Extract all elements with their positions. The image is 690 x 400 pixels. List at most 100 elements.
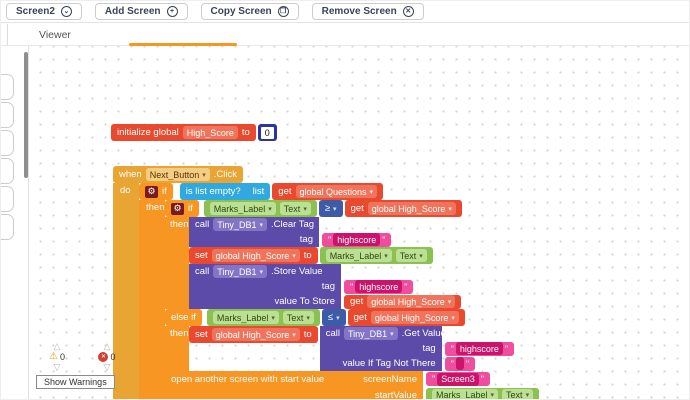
operator-dropdown[interactable]: ≤ <box>328 312 340 323</box>
marks-label-text-getter[interactable]: Marks_Label Text <box>206 309 320 326</box>
variable-dropdown[interactable]: global Questions <box>295 185 378 198</box>
get-global-high-score-block[interactable]: get global High_Score <box>344 200 462 217</box>
show-warnings-button[interactable]: Show Warnings <box>36 375 115 389</box>
component-dropdown[interactable]: Tiny_DB1 <box>213 218 267 231</box>
string-value-field[interactable] <box>455 357 464 370</box>
string-block-highscore[interactable]: highscore <box>444 341 515 356</box>
when-event-header[interactable]: when Next_Button .Click <box>113 166 243 183</box>
get-global-questions-block[interactable]: get global Questions <box>272 183 384 200</box>
palette-item[interactable] <box>1 186 14 212</box>
tab-viewer[interactable]: Viewer <box>39 29 71 41</box>
empty-string-block[interactable] <box>444 356 476 371</box>
else-if-label: else if <box>171 312 196 323</box>
string-block-highscore[interactable]: highscore <box>322 232 392 247</box>
component-dropdown[interactable]: Marks_Label <box>212 311 279 324</box>
palette-item[interactable] <box>1 102 14 128</box>
marks-label-text-getter[interactable]: Marks_Label Text <box>203 200 317 217</box>
set-high-score-block[interactable]: set global High_Score to Marks_Label Tex… <box>189 247 433 264</box>
copy-screen-button[interactable]: Copy Screen ❐ <box>200 3 299 20</box>
component-dropdown[interactable]: Marks_Label <box>325 249 392 262</box>
property-dropdown[interactable]: Text <box>395 249 427 262</box>
component-dropdown[interactable]: Tiny_DB1 <box>343 327 398 340</box>
initialize-global-zone[interactable]: initialize global High_Score to <box>111 124 256 141</box>
errors-down-arrow[interactable] <box>104 363 111 372</box>
screen-selector-button[interactable]: Screen2 ⌄ <box>6 3 82 20</box>
variable-dropdown[interactable]: global High_Score <box>211 249 300 262</box>
property-dropdown[interactable]: Text <box>502 388 534 399</box>
call-get-value-block[interactable]: call Tiny_DB1 .Get Value t <box>319 326 515 371</box>
add-screen-button[interactable]: Add Screen + <box>94 3 188 20</box>
when-click-event-block[interactable]: when Next_Button .Click do ⚙ if <box>113 166 540 399</box>
string-value-field[interactable]: highscore <box>333 233 381 246</box>
number-block[interactable]: 0 <box>257 124 277 141</box>
variable-dropdown[interactable]: global High_Score <box>367 295 456 308</box>
string-block-screen3[interactable]: Screen3 <box>426 372 490 386</box>
component-dropdown[interactable]: Marks_Label <box>432 388 499 399</box>
variable-dropdown[interactable]: global High_Score <box>367 202 456 215</box>
variable-name-field[interactable]: High_Score <box>182 126 238 139</box>
string-value-field[interactable]: highscore <box>355 280 403 293</box>
to-label: to <box>303 250 312 261</box>
warnings-down-arrow[interactable] <box>54 363 61 372</box>
number-value-field[interactable]: 0 <box>260 126 274 139</box>
inner-then-column: then <box>165 217 189 309</box>
call-get-value-header[interactable]: call Tiny_DB1 .Get Value <box>319 326 446 341</box>
palette-item[interactable] <box>1 130 14 156</box>
value-to-store-label: value To Store <box>274 296 335 307</box>
call-store-value-header[interactable]: call Tiny_DB1 .Store Value <box>189 264 341 279</box>
is-list-empty-block[interactable]: is list empty? list <box>179 183 271 200</box>
mutator-gear-icon[interactable]: ⚙ <box>145 185 158 198</box>
call-clear-tag-block[interactable]: call Tiny_DB1 .Clear Tag t <box>189 217 392 247</box>
tag-arg-row: tag <box>189 232 319 247</box>
set-high-score-block[interactable]: set global High_Score to <box>189 326 318 343</box>
property-dropdown[interactable]: Text <box>282 311 314 324</box>
operator-dropdown[interactable]: ≥ <box>325 203 337 214</box>
blocks-canvas[interactable]: initialize global High_Score to 0 when N… <box>29 46 689 399</box>
string-block-highscore[interactable]: highscore <box>344 279 414 294</box>
tag-arg-row: tag <box>189 279 341 294</box>
get-global-high-score-block[interactable]: get global High_Score <box>347 309 465 326</box>
component-dropdown[interactable]: Tiny_DB1 <box>213 265 267 278</box>
palette-item[interactable] <box>1 74 14 100</box>
variable-dropdown[interactable]: global High_Score <box>211 328 300 341</box>
comparison-block-le[interactable]: ≤ <box>321 309 346 326</box>
remove-screen-button[interactable]: Remove Screen ✕ <box>311 3 424 20</box>
method-label: .Store Value <box>270 266 323 277</box>
outer-if-header[interactable]: ⚙ if <box>139 183 173 200</box>
call-clear-tag-header[interactable]: call Tiny_DB1 .Clear Tag <box>189 217 319 232</box>
component-dropdown[interactable]: Marks_Label <box>209 202 276 215</box>
palette-item[interactable] <box>1 158 14 184</box>
method-label: .Get Value <box>401 328 446 339</box>
warnings-up-arrow[interactable] <box>54 342 61 351</box>
warning-count: 0 <box>59 352 65 362</box>
tag-label: tag <box>422 343 436 354</box>
initialize-global-block[interactable]: initialize global High_Score to 0 <box>111 124 277 141</box>
init-keyword: initialize global <box>117 127 179 138</box>
get-global-high-score-block[interactable]: get global High_Score <box>344 294 462 309</box>
errors-navigator: ✕ 0 <box>92 342 122 372</box>
open-screen-header[interactable]: open another screen with start value scr… <box>165 371 423 387</box>
screen-toolbar: Screen2 ⌄ Add Screen + Copy Screen ❐ Rem… <box>1 1 689 23</box>
string-value-field[interactable]: highscore <box>455 342 503 355</box>
mutator-gear-icon[interactable]: ⚙ <box>171 202 184 215</box>
call-store-value-block[interactable]: call Tiny_DB1 .Store Value <box>189 264 462 309</box>
inner-then2-column: then <box>165 326 189 371</box>
property-dropdown[interactable]: Text <box>279 202 311 215</box>
marks-label-text-getter[interactable]: Marks_Label Text <box>319 247 433 264</box>
marks-label-text-getter[interactable]: Marks_Label Text <box>426 387 540 399</box>
set-zone[interactable]: set global High_Score to <box>189 247 318 264</box>
palette-item[interactable] <box>1 214 14 240</box>
else-if-header[interactable]: else if <box>165 309 202 326</box>
if-block-outer[interactable]: ⚙ if is list empty? list get global Ques… <box>139 183 540 399</box>
inner-if-header[interactable]: ⚙ if <box>165 200 199 217</box>
if-block-inner[interactable]: ⚙ if Marks_Label Text <box>165 200 515 371</box>
open-another-screen-block[interactable]: open another screen with start value scr… <box>165 371 540 399</box>
comparison-block-ge[interactable]: ≥ <box>318 200 343 217</box>
then-label: then <box>146 202 165 213</box>
string-value-field[interactable]: Screen3 <box>437 372 479 386</box>
component-dropdown[interactable]: Next_Button <box>145 168 210 181</box>
vertical-scrollbar[interactable] <box>24 52 28 178</box>
variable-dropdown[interactable]: global High_Score <box>370 311 459 324</box>
chevron-down-icon: ⌄ <box>60 6 72 17</box>
errors-up-arrow[interactable] <box>104 342 111 351</box>
